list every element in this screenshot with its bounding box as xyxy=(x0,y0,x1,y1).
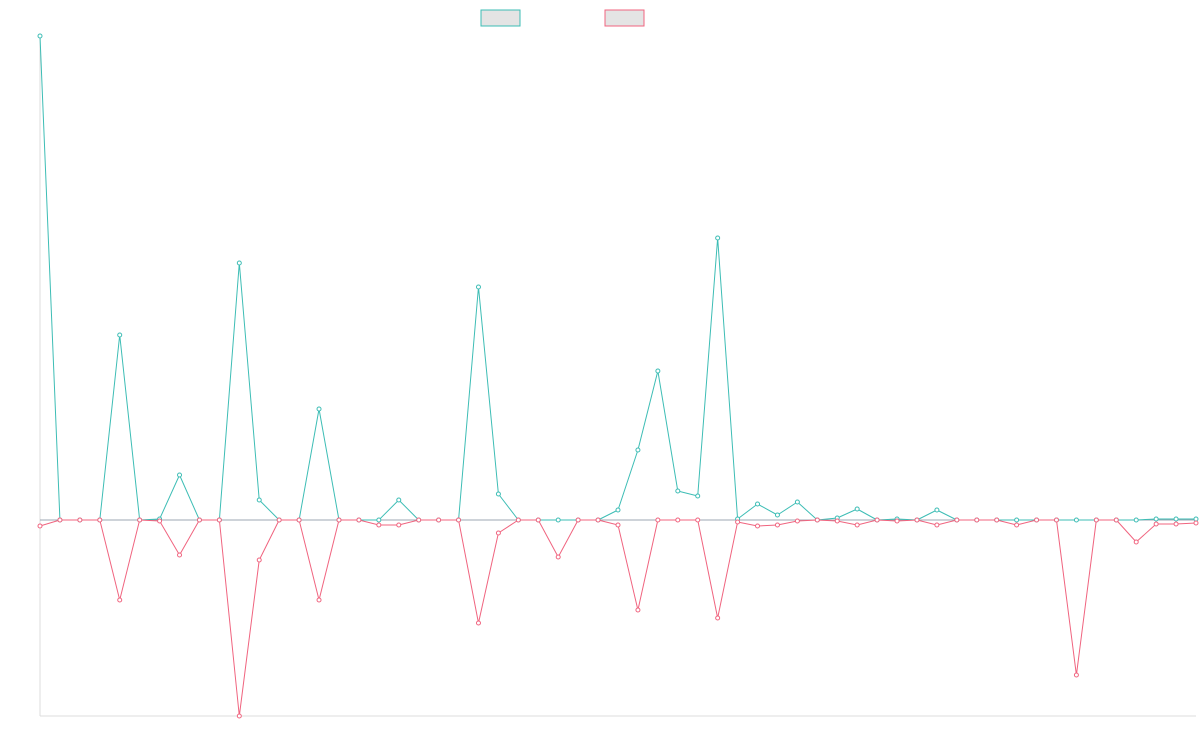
series-2-point[interactable] xyxy=(316,597,322,603)
series-2-point[interactable] xyxy=(276,517,282,523)
series-2-point[interactable] xyxy=(755,523,761,529)
series-1-point[interactable] xyxy=(495,491,501,497)
series-2-point[interactable] xyxy=(715,615,721,621)
series-1-line xyxy=(39,35,1196,521)
series-2-point[interactable] xyxy=(794,518,800,524)
series-2-point[interactable] xyxy=(994,517,1000,523)
series-1-point[interactable] xyxy=(715,235,721,241)
series-2-point[interactable] xyxy=(177,552,183,558)
series-2-point[interactable] xyxy=(196,517,202,523)
series-1-point[interactable] xyxy=(256,497,262,503)
series-1-point[interactable] xyxy=(854,506,860,512)
series-2-point[interactable] xyxy=(834,518,840,524)
series-2-point[interactable] xyxy=(934,522,940,528)
series-1-point[interactable] xyxy=(934,507,940,513)
series-2-point[interactable] xyxy=(475,620,481,626)
series-2-point[interactable] xyxy=(675,517,681,523)
series-2-point[interactable] xyxy=(1153,521,1159,527)
series-2-point[interactable] xyxy=(77,517,83,523)
series-2-point[interactable] xyxy=(216,517,222,523)
series-1-point[interactable] xyxy=(396,497,402,503)
series-2-point[interactable] xyxy=(695,517,701,523)
series-1-point[interactable] xyxy=(695,493,701,499)
series-1-point[interactable] xyxy=(37,33,43,39)
series-2-point[interactable] xyxy=(1133,539,1139,545)
series-2-point[interactable] xyxy=(535,517,541,523)
series-2-point[interactable] xyxy=(954,517,960,523)
series-2-point[interactable] xyxy=(1113,517,1119,523)
series-1-point[interactable] xyxy=(1014,517,1020,523)
series-1-point[interactable] xyxy=(236,260,242,266)
series-2-point[interactable] xyxy=(595,517,601,523)
series-2-point[interactable] xyxy=(1034,517,1040,523)
series-2-point[interactable] xyxy=(774,522,780,528)
series-layer xyxy=(37,33,1199,719)
series-2-point[interactable] xyxy=(1093,517,1099,523)
series-2-point[interactable] xyxy=(157,518,163,524)
series-2-point[interactable] xyxy=(1173,521,1179,527)
series-2-point[interactable] xyxy=(495,530,501,536)
series-2-point[interactable] xyxy=(97,517,103,523)
series-1-point[interactable] xyxy=(117,332,123,338)
series-2-point[interactable] xyxy=(615,522,621,528)
series-1 xyxy=(37,33,1199,523)
series-1-point[interactable] xyxy=(1193,516,1199,522)
series-2-point[interactable] xyxy=(814,517,820,523)
series-1-point[interactable] xyxy=(755,501,761,507)
series-2-point[interactable] xyxy=(974,517,980,523)
series-2-point[interactable] xyxy=(735,519,741,525)
series-1-point[interactable] xyxy=(555,517,561,523)
series-2-point[interactable] xyxy=(296,517,302,523)
series-2-point[interactable] xyxy=(894,518,900,524)
series-2-point[interactable] xyxy=(635,607,641,613)
series-1-point[interactable] xyxy=(615,507,621,513)
series-1-point[interactable] xyxy=(1153,516,1159,522)
series-1-point[interactable] xyxy=(675,488,681,494)
series-2-point[interactable] xyxy=(236,713,242,719)
series-1-point[interactable] xyxy=(475,284,481,290)
series-2-point[interactable] xyxy=(396,522,402,528)
series-1-point[interactable] xyxy=(177,472,183,478)
legend-swatch-series-1[interactable] xyxy=(480,9,521,27)
series-2-point[interactable] xyxy=(256,557,262,563)
series-2-point[interactable] xyxy=(137,517,143,523)
series-1-point[interactable] xyxy=(316,406,322,412)
series-2-point[interactable] xyxy=(1014,522,1020,528)
series-1-point[interactable] xyxy=(1073,517,1079,523)
series-2-point[interactable] xyxy=(854,522,860,528)
series-2-point[interactable] xyxy=(416,517,422,523)
series-2-point[interactable] xyxy=(376,522,382,528)
series-2-point[interactable] xyxy=(515,517,521,523)
series-1-point[interactable] xyxy=(655,368,661,374)
series-2-point[interactable] xyxy=(436,517,442,523)
series-2-point[interactable] xyxy=(356,517,362,523)
series-1-point[interactable] xyxy=(635,447,641,453)
series-2-point[interactable] xyxy=(117,597,123,603)
series-1-point[interactable] xyxy=(1173,516,1179,522)
series-2-point[interactable] xyxy=(555,554,561,560)
legend-swatch-series-2[interactable] xyxy=(604,9,645,27)
series-1-point[interactable] xyxy=(376,517,382,523)
series-2-point[interactable] xyxy=(1053,517,1059,523)
series-1-point[interactable] xyxy=(774,512,780,518)
series-2-point[interactable] xyxy=(914,517,920,523)
series-2-point[interactable] xyxy=(1193,520,1199,526)
legend[interactable] xyxy=(480,9,645,27)
series-2-point[interactable] xyxy=(57,517,63,523)
series-2-point[interactable] xyxy=(1073,672,1079,678)
series-2-point[interactable] xyxy=(575,517,581,523)
series-2 xyxy=(37,517,1199,719)
series-2-point[interactable] xyxy=(874,517,880,523)
series-2-line xyxy=(39,519,1197,717)
series-2-point[interactable] xyxy=(456,517,462,523)
series-1-point[interactable] xyxy=(794,499,800,505)
series-1-point[interactable] xyxy=(1133,517,1139,523)
series-2-point[interactable] xyxy=(655,517,661,523)
series-2-point[interactable] xyxy=(37,523,43,529)
series-2-point[interactable] xyxy=(336,517,342,523)
